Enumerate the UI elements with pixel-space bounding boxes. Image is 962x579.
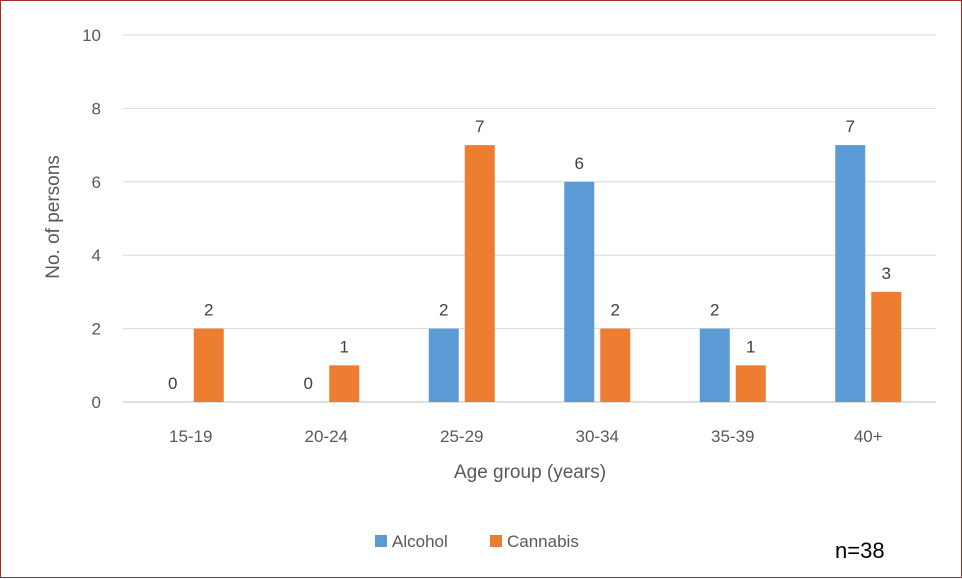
data-label: 2 <box>439 301 448 320</box>
x-tick-label: 35-39 <box>711 427 754 446</box>
bars <box>193 145 902 402</box>
data-label: 0 <box>168 374 177 393</box>
data-labels: 0 2 0 1 2 7 6 2 2 1 7 3 <box>168 117 891 393</box>
data-label: 7 <box>846 117 855 136</box>
bar-alcohol-40+ <box>835 145 866 402</box>
y-tick-label: 10 <box>82 26 101 45</box>
legend-label-alcohol: Alcohol <box>392 532 448 551</box>
data-label: 1 <box>340 337 349 356</box>
legend: Alcohol Cannabis <box>375 532 579 551</box>
legend-swatch-cannabis <box>490 535 502 547</box>
data-label: 3 <box>882 264 891 283</box>
gridlines <box>123 34 936 403</box>
x-tick-label: 20-24 <box>305 427 348 446</box>
data-label: 1 <box>746 337 755 356</box>
y-tick-label: 2 <box>92 320 101 339</box>
bar-alcohol-25-29 <box>428 328 459 402</box>
data-label: 2 <box>710 301 719 320</box>
bar-cannabis-15-19 <box>193 328 224 402</box>
data-label: 2 <box>611 301 620 320</box>
y-tick-label: 0 <box>92 393 101 412</box>
y-tick-label: 4 <box>92 246 101 265</box>
x-tick-label: 30-34 <box>576 427 619 446</box>
bar-cannabis-35-39 <box>735 365 766 402</box>
y-tick-label: 6 <box>92 173 101 192</box>
y-tick-labels: 0 2 4 6 8 10 <box>82 26 101 412</box>
x-axis-title: Age group (years) <box>454 462 606 483</box>
data-label: 7 <box>475 117 484 136</box>
y-axis-title: No. of persons <box>43 155 64 279</box>
legend-label-cannabis: Cannabis <box>507 532 579 551</box>
bar-cannabis-20-24 <box>329 365 360 402</box>
bar-cannabis-25-29 <box>464 145 495 402</box>
y-tick-label: 8 <box>92 99 101 118</box>
bar-alcohol-35-39 <box>699 328 730 402</box>
x-tick-label: 25-29 <box>440 427 483 446</box>
data-label: 6 <box>575 154 584 173</box>
bar-alcohol-30-34 <box>564 181 595 402</box>
bar-cannabis-40+ <box>871 291 902 402</box>
x-tick-label: 40+ <box>854 427 883 446</box>
x-tick-label: 15-19 <box>169 427 212 446</box>
sample-size-note: n=38 <box>835 538 885 563</box>
bar-cannabis-30-34 <box>600 328 631 402</box>
x-tick-labels: 15-19 20-24 25-29 30-34 35-39 40+ <box>169 427 883 446</box>
legend-swatch-alcohol <box>375 535 387 547</box>
data-label: 2 <box>204 301 213 320</box>
data-label: 0 <box>304 374 313 393</box>
